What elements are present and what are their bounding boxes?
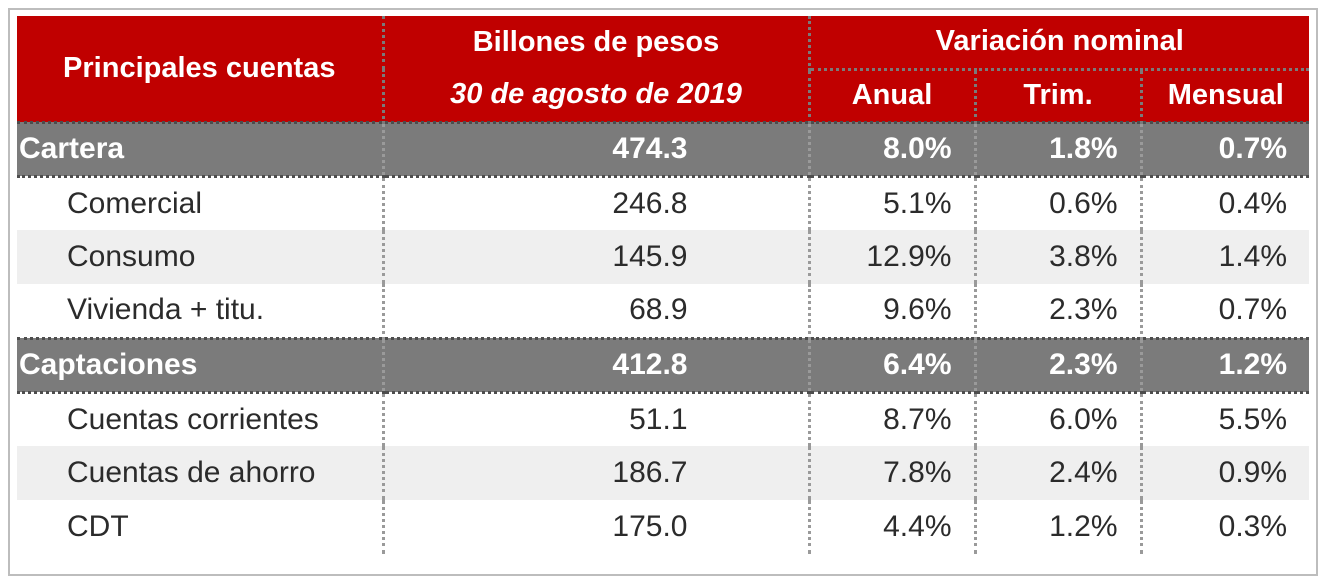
row-mensual: 0.4% bbox=[1139, 176, 1310, 230]
accounts-table: Principales cuentas Billones de pesos Va… bbox=[17, 16, 1310, 554]
row-mensual: 0.3% bbox=[1139, 500, 1310, 554]
row-label: Comercial bbox=[17, 176, 383, 230]
row-trim: 6.0% bbox=[973, 392, 1141, 446]
row-trim: 2.3% bbox=[973, 336, 1141, 394]
row-value: 186.7 bbox=[381, 446, 809, 500]
table-row-group: Captaciones 412.8 6.4% 2.3% 1.2% bbox=[17, 336, 1310, 394]
table-row: Comercial 246.8 5.1% 0.6% 0.4% bbox=[17, 176, 1310, 230]
row-anual: 8.7% bbox=[807, 392, 975, 446]
table-row: CDT 175.0 4.4% 1.2% 0.3% bbox=[17, 500, 1310, 554]
row-trim: 0.6% bbox=[973, 176, 1141, 230]
row-mensual: 0.7% bbox=[1139, 120, 1310, 178]
row-mensual: 1.4% bbox=[1139, 230, 1310, 284]
table-row: Cuentas de ahorro 186.7 7.8% 2.4% 0.9% bbox=[17, 446, 1310, 500]
row-anual: 5.1% bbox=[807, 176, 975, 230]
row-mensual: 0.9% bbox=[1139, 446, 1310, 500]
row-value: 51.1 bbox=[381, 392, 809, 446]
header-billones-de-pesos: Billones de pesos bbox=[383, 16, 811, 69]
row-value: 412.8 bbox=[381, 336, 809, 394]
header-date: 30 de agosto de 2019 bbox=[383, 69, 811, 122]
row-mensual: 1.2% bbox=[1139, 336, 1310, 394]
table-row-group: Cartera 474.3 8.0% 1.8% 0.7% bbox=[17, 120, 1310, 178]
row-label: Cuentas de ahorro bbox=[17, 446, 383, 500]
row-trim: 1.2% bbox=[973, 500, 1141, 554]
row-anual: 8.0% bbox=[807, 120, 975, 178]
row-anual: 9.6% bbox=[807, 284, 975, 338]
row-mensual: 0.7% bbox=[1139, 284, 1310, 338]
row-mensual: 5.5% bbox=[1139, 392, 1310, 446]
header-anual: Anual bbox=[809, 69, 975, 122]
row-trim: 1.8% bbox=[973, 120, 1141, 178]
row-anual: 4.4% bbox=[807, 500, 975, 554]
row-value: 68.9 bbox=[381, 284, 809, 338]
row-anual: 7.8% bbox=[807, 446, 975, 500]
row-trim: 3.8% bbox=[973, 230, 1141, 284]
header-mensual: Mensual bbox=[1139, 69, 1310, 122]
row-value: 246.8 bbox=[381, 176, 809, 230]
table-row: Consumo 145.9 12.9% 3.8% 1.4% bbox=[17, 230, 1310, 284]
row-value: 175.0 bbox=[381, 500, 809, 554]
header-principales-cuentas: Principales cuentas bbox=[17, 16, 385, 122]
table-row: Vivienda + titu. 68.9 9.6% 2.3% 0.7% bbox=[17, 284, 1310, 338]
row-label: Cartera bbox=[17, 120, 383, 178]
row-label: Captaciones bbox=[17, 336, 383, 394]
row-trim: 2.4% bbox=[973, 446, 1141, 500]
row-label: Consumo bbox=[17, 230, 383, 284]
row-label: CDT bbox=[17, 500, 383, 554]
header-variacion-nominal: Variación nominal bbox=[809, 16, 1310, 71]
row-value: 474.3 bbox=[381, 120, 809, 178]
row-trim: 2.3% bbox=[973, 284, 1141, 338]
header-trim: Trim. bbox=[973, 69, 1141, 122]
table-row: Cuentas corrientes 51.1 8.7% 6.0% 5.5% bbox=[17, 392, 1310, 446]
row-label: Cuentas corrientes bbox=[17, 392, 383, 446]
row-value: 145.9 bbox=[381, 230, 809, 284]
row-anual: 6.4% bbox=[807, 336, 975, 394]
row-label: Vivienda + titu. bbox=[17, 284, 383, 338]
row-anual: 12.9% bbox=[807, 230, 975, 284]
